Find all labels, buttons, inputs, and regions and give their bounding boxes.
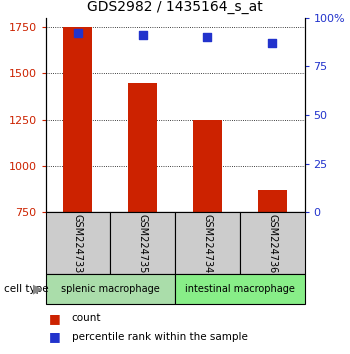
Title: GDS2982 / 1435164_s_at: GDS2982 / 1435164_s_at (87, 0, 263, 14)
Bar (110, 212, 175, 274)
Text: GSM224735: GSM224735 (138, 214, 148, 273)
Point (75, 30, 80, 36)
Text: GSM224736: GSM224736 (267, 214, 277, 273)
Text: GSM224733: GSM224733 (73, 214, 83, 273)
Bar (46, 212, 110, 274)
Bar (175, 274, 304, 304)
Text: count: count (72, 313, 101, 323)
Text: splenic macrophage: splenic macrophage (61, 284, 160, 295)
Text: ■: ■ (49, 312, 61, 325)
Bar (193, 120, 222, 212)
Text: percentile rank within the sample: percentile rank within the sample (72, 332, 248, 342)
Point (140, 32, 146, 38)
Text: cell type: cell type (4, 284, 48, 295)
Text: ▶: ▶ (33, 283, 43, 296)
Bar (175, 212, 240, 274)
Bar (46, 274, 175, 304)
Bar (128, 82, 157, 212)
Text: GSM224734: GSM224734 (202, 214, 212, 273)
Text: intestinal macrophage: intestinal macrophage (185, 284, 295, 295)
Bar (258, 190, 287, 212)
Text: ■: ■ (49, 330, 61, 343)
Point (270, 40, 275, 46)
Bar (63, 27, 92, 212)
Bar (240, 212, 304, 274)
Point (204, 34, 210, 40)
